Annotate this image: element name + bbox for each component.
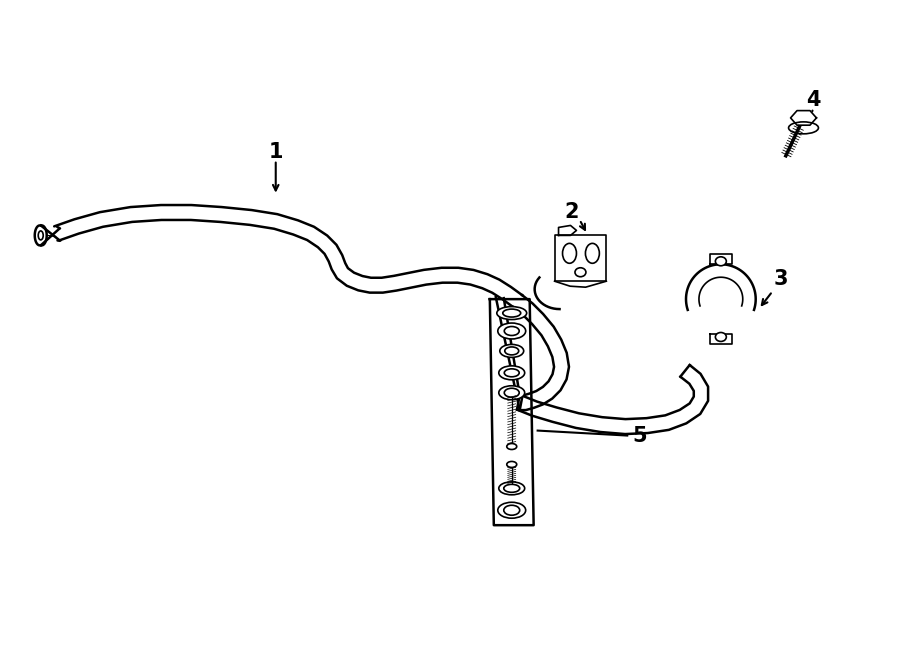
Ellipse shape (504, 505, 519, 515)
Text: 1: 1 (268, 141, 283, 162)
Ellipse shape (500, 344, 524, 358)
Ellipse shape (504, 388, 519, 397)
Ellipse shape (504, 369, 519, 377)
Text: 5: 5 (632, 426, 646, 446)
Ellipse shape (716, 257, 726, 266)
Polygon shape (490, 299, 534, 525)
Ellipse shape (499, 482, 525, 495)
Ellipse shape (503, 309, 521, 317)
Polygon shape (554, 235, 607, 281)
Ellipse shape (504, 327, 519, 336)
Ellipse shape (507, 444, 517, 449)
Ellipse shape (499, 366, 525, 380)
Ellipse shape (505, 347, 518, 355)
Ellipse shape (498, 502, 526, 518)
Ellipse shape (716, 332, 726, 342)
Ellipse shape (575, 268, 586, 277)
Polygon shape (710, 254, 732, 264)
Ellipse shape (507, 461, 517, 467)
Text: 3: 3 (773, 269, 788, 290)
Ellipse shape (497, 307, 526, 319)
Polygon shape (710, 334, 732, 344)
Ellipse shape (38, 231, 43, 240)
Polygon shape (790, 110, 816, 125)
Ellipse shape (499, 386, 525, 400)
Ellipse shape (498, 323, 526, 339)
Ellipse shape (788, 122, 818, 134)
Ellipse shape (504, 485, 519, 492)
Ellipse shape (562, 243, 577, 263)
Text: 4: 4 (806, 90, 821, 110)
Ellipse shape (585, 243, 599, 263)
Text: 2: 2 (564, 202, 579, 221)
